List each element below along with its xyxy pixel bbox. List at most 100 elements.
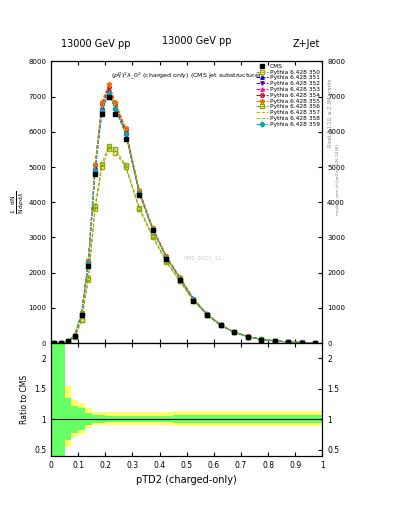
Pythia 6.428 359 bbox=[86, 261, 91, 267]
Pythia 6.428 358 bbox=[59, 340, 64, 346]
CMS bbox=[137, 192, 141, 198]
Pythia 6.428 350 bbox=[164, 259, 169, 265]
Pythia 6.428 352 bbox=[107, 90, 111, 96]
Text: 13000 GeV pp: 13000 GeV pp bbox=[162, 36, 231, 46]
Pythia 6.428 357 bbox=[151, 226, 155, 232]
Pythia 6.428 359 bbox=[178, 276, 182, 282]
Pythia 6.428 356 bbox=[79, 317, 84, 323]
Pythia 6.428 356 bbox=[59, 340, 64, 346]
Pythia 6.428 350 bbox=[272, 338, 277, 344]
Pythia 6.428 353 bbox=[107, 88, 111, 94]
Pythia 6.428 356 bbox=[205, 312, 209, 318]
Y-axis label: Ratio to CMS: Ratio to CMS bbox=[20, 375, 29, 424]
Pythia 6.428 357 bbox=[232, 329, 237, 335]
Pythia 6.428 350 bbox=[99, 164, 104, 170]
Pythia 6.428 357 bbox=[191, 296, 196, 303]
Pythia 6.428 355 bbox=[164, 253, 169, 259]
Pythia 6.428 352 bbox=[79, 310, 84, 316]
Pythia 6.428 359 bbox=[205, 311, 209, 317]
Pythia 6.428 359 bbox=[107, 90, 111, 96]
Pythia 6.428 355 bbox=[259, 336, 264, 343]
Pythia 6.428 357 bbox=[137, 189, 141, 196]
Pythia 6.428 355 bbox=[93, 160, 97, 166]
Pythia 6.428 351 bbox=[107, 87, 111, 93]
Line: Pythia 6.428 354: Pythia 6.428 354 bbox=[53, 85, 317, 345]
Y-axis label: $\frac{1}{\mathrm{N}}\frac{\mathrm{d}\mathrm{N}}{\mathrm{d}p\,\mathrm{d}\lambda}: $\frac{1}{\mathrm{N}}\frac{\mathrm{d}\ma… bbox=[10, 191, 27, 214]
Pythia 6.428 354 bbox=[232, 329, 237, 335]
Pythia 6.428 353 bbox=[178, 275, 182, 282]
Pythia 6.428 354 bbox=[107, 83, 111, 90]
CMS bbox=[299, 339, 304, 346]
Pythia 6.428 351 bbox=[151, 226, 155, 232]
Pythia 6.428 358 bbox=[272, 338, 277, 344]
Pythia 6.428 355 bbox=[245, 333, 250, 339]
CMS bbox=[259, 336, 264, 343]
Pythia 6.428 356 bbox=[259, 336, 264, 343]
Pythia 6.428 350 bbox=[107, 146, 111, 153]
Pythia 6.428 354 bbox=[93, 162, 97, 168]
Pythia 6.428 351 bbox=[123, 129, 128, 135]
Pythia 6.428 359 bbox=[313, 340, 318, 346]
Pythia 6.428 352 bbox=[66, 338, 70, 344]
Pythia 6.428 356 bbox=[151, 232, 155, 239]
Pythia 6.428 356 bbox=[123, 162, 128, 168]
CMS bbox=[205, 312, 209, 318]
Pythia 6.428 353 bbox=[286, 339, 291, 345]
Pythia 6.428 351 bbox=[137, 188, 141, 195]
Pythia 6.428 355 bbox=[66, 338, 70, 344]
Pythia 6.428 353 bbox=[72, 332, 77, 338]
Pythia 6.428 353 bbox=[313, 340, 318, 346]
Pythia 6.428 354 bbox=[99, 101, 104, 108]
Line: Pythia 6.428 355: Pythia 6.428 355 bbox=[52, 82, 318, 346]
Pythia 6.428 355 bbox=[232, 329, 237, 335]
Pythia 6.428 353 bbox=[245, 333, 250, 339]
Pythia 6.428 355 bbox=[123, 125, 128, 132]
Pythia 6.428 358 bbox=[79, 310, 84, 316]
Pythia 6.428 354 bbox=[245, 333, 250, 339]
Pythia 6.428 354 bbox=[59, 340, 64, 346]
Pythia 6.428 351 bbox=[299, 339, 304, 346]
Pythia 6.428 355 bbox=[52, 340, 57, 346]
Pythia 6.428 352 bbox=[259, 336, 264, 343]
CMS bbox=[245, 334, 250, 340]
CMS bbox=[59, 340, 64, 346]
Pythia 6.428 359 bbox=[286, 339, 291, 345]
Pythia 6.428 352 bbox=[59, 340, 64, 346]
Pythia 6.428 353 bbox=[259, 336, 264, 343]
Pythia 6.428 354 bbox=[79, 310, 84, 316]
Pythia 6.428 351 bbox=[59, 340, 64, 346]
Pythia 6.428 353 bbox=[218, 322, 223, 328]
Pythia 6.428 355 bbox=[99, 99, 104, 105]
Pythia 6.428 356 bbox=[72, 334, 77, 340]
Pythia 6.428 350 bbox=[299, 339, 304, 346]
Pythia 6.428 358 bbox=[178, 275, 182, 282]
Pythia 6.428 359 bbox=[164, 254, 169, 261]
Pythia 6.428 350 bbox=[86, 276, 91, 283]
Pythia 6.428 357 bbox=[113, 105, 118, 111]
Pythia 6.428 357 bbox=[79, 310, 84, 316]
Pythia 6.428 350 bbox=[286, 339, 291, 345]
Pythia 6.428 352 bbox=[151, 227, 155, 233]
Pythia 6.428 358 bbox=[113, 105, 118, 111]
Pythia 6.428 356 bbox=[299, 339, 304, 346]
Pythia 6.428 356 bbox=[313, 340, 318, 346]
Pythia 6.428 352 bbox=[205, 311, 209, 317]
Pythia 6.428 351 bbox=[205, 311, 209, 317]
CMS bbox=[107, 94, 111, 100]
Pythia 6.428 354 bbox=[299, 339, 304, 346]
Pythia 6.428 352 bbox=[164, 254, 169, 261]
Pythia 6.428 351 bbox=[72, 333, 77, 339]
Pythia 6.428 356 bbox=[93, 203, 97, 209]
Pythia 6.428 358 bbox=[107, 88, 111, 94]
Pythia 6.428 359 bbox=[99, 108, 104, 114]
Pythia 6.428 356 bbox=[86, 275, 91, 281]
Pythia 6.428 356 bbox=[232, 329, 237, 335]
Pythia 6.428 355 bbox=[299, 339, 304, 346]
Pythia 6.428 354 bbox=[123, 127, 128, 133]
Pythia 6.428 352 bbox=[137, 190, 141, 197]
Pythia 6.428 353 bbox=[113, 105, 118, 111]
Pythia 6.428 359 bbox=[113, 106, 118, 113]
Pythia 6.428 356 bbox=[191, 297, 196, 304]
Pythia 6.428 356 bbox=[113, 146, 118, 153]
Line: Pythia 6.428 352: Pythia 6.428 352 bbox=[53, 91, 317, 345]
